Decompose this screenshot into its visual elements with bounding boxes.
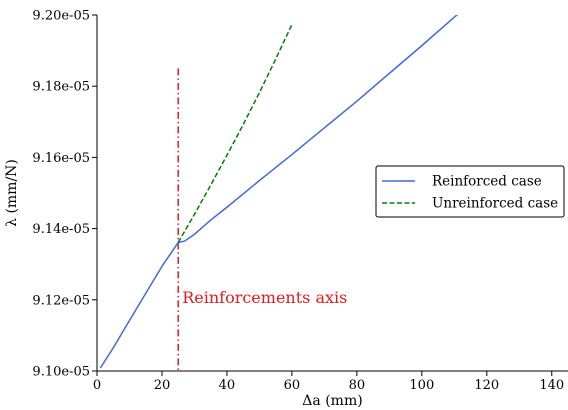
y-axis-label: λ (mm/N): [4, 159, 20, 227]
legend-label-reinforced: Reinforced case: [432, 174, 542, 190]
x-tick-label: 0: [93, 378, 101, 393]
ticks-layer: 0 20 40 60 80 100 120 140 9.10e-05 9.12e-05 9.14e-…: [32, 9, 564, 394]
y-tick-label: 9.14e-05: [32, 222, 90, 237]
series-line-reinforced: [99, 15, 459, 369]
legend-box: [375, 165, 565, 218]
y-tick-label: 9.16e-05: [32, 151, 90, 166]
x-tick-label: 140: [539, 378, 564, 393]
x-axis-label: Δa (mm): [302, 393, 362, 409]
y-tick-label: 9.18e-05: [32, 80, 90, 95]
x-tick-label: 20: [154, 378, 171, 393]
series-layer: [99, 15, 459, 371]
y-tick-label: 9.20e-05: [32, 9, 90, 24]
x-tick-label: 40: [219, 378, 236, 393]
series-line-unreinforced: [177, 24, 293, 243]
x-tick-label: 100: [409, 378, 434, 393]
y-tick-label: 9.12e-05: [32, 293, 90, 308]
x-tick-label: 60: [284, 378, 301, 393]
legend: Reinforced case Unreinforced case: [375, 165, 565, 218]
y-tick-label: 9.10e-05: [32, 365, 90, 380]
x-tick-label: 120: [474, 378, 499, 393]
x-tick-label: 80: [349, 378, 366, 393]
reinforcements-axis-annotation: Reinforcements axis: [182, 288, 347, 307]
legend-label-unreinforced: Unreinforced case: [432, 196, 558, 212]
